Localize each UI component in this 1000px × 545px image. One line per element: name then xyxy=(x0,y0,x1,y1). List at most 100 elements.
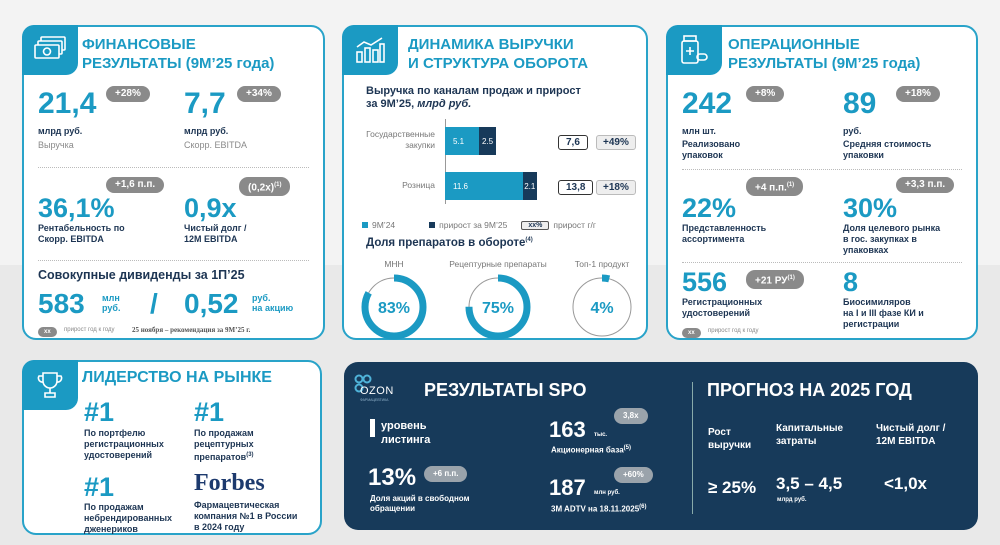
metric-label: Регистрационных xyxy=(682,297,763,307)
metric-label: Скорр. EBITDA xyxy=(38,234,104,244)
rank-label: рецептурных xyxy=(194,439,254,449)
metric-label: Рентабельность по xyxy=(38,223,125,233)
donut-chart: 75% xyxy=(465,274,531,340)
category-label: Государственные закупки xyxy=(366,129,435,150)
growth-badge: 3,8x xyxy=(614,408,648,424)
unit: млн xyxy=(102,293,120,303)
unit: руб. xyxy=(102,303,121,313)
growth-badge: +18% xyxy=(896,86,940,102)
total-badge: 7,6 xyxy=(558,135,588,150)
unit: руб. xyxy=(252,293,271,303)
metric-label: Средняя стоимость xyxy=(843,139,932,149)
registrations-value: 556 xyxy=(682,267,728,297)
rank-label: регистрационных xyxy=(84,439,164,449)
slash: / xyxy=(150,288,158,319)
metric-label: в гос. закупках в xyxy=(843,234,917,244)
metric-label: Биосимиляров xyxy=(843,297,911,307)
level-mark: I xyxy=(370,419,375,437)
metric-label: Скорр. EBITDA xyxy=(184,140,248,150)
legend-swatch-base xyxy=(362,222,368,228)
unit: руб. xyxy=(843,126,862,136)
growth-badge: +34% xyxy=(237,86,281,102)
legend-badge: xx% xyxy=(521,220,550,230)
legend-growth: прирост за 9M’25 xyxy=(439,220,508,230)
metric-label: Доля целевого рынка xyxy=(843,223,941,233)
rank: #1 xyxy=(194,397,225,427)
forbes-label: компания №1 в России xyxy=(194,511,298,521)
ozon-logo: OZON ФАРМАЦЕВТИКА xyxy=(354,374,393,402)
listing-level: листинга xyxy=(381,434,431,446)
growth-badge: +21 РУ(1) xyxy=(746,270,804,290)
card-title: ДИНАМИКА ВЫРУЧКИ xyxy=(408,36,574,53)
biosimilars-value: 8 xyxy=(843,267,859,297)
forecast-label: Капитальные xyxy=(776,423,844,434)
metric-label: ассортимента xyxy=(682,234,745,244)
metric-label: на I и III фазе КИ и xyxy=(843,308,924,318)
revenue-value: 21,4 xyxy=(38,87,97,120)
bar-chart-growth-icon xyxy=(342,25,398,75)
rank-label: небрендированных xyxy=(84,513,173,523)
forecast-value: 3,5 – 4,5 xyxy=(776,474,843,493)
donut-arc xyxy=(569,274,635,340)
dividends-title: Совокупные дивиденды за 1П’25 xyxy=(38,268,245,282)
shareholders-label: Акционерная база(5) xyxy=(551,445,631,455)
forecast-label: выручки xyxy=(708,440,752,451)
category-label: Розница xyxy=(402,180,435,190)
donut-chart: 83% xyxy=(361,274,427,340)
adtv-value: 187 xyxy=(549,475,586,500)
card-subtitle: РЕЗУЛЬТАТЫ (9M’25 года) xyxy=(82,55,275,72)
metric-label: регистрации xyxy=(843,319,900,329)
legend-badge: xx xyxy=(682,328,701,338)
growth-badge: +6 п.п. xyxy=(424,466,468,482)
divider xyxy=(692,382,693,514)
dividend-per-share: 0,52 xyxy=(184,288,239,319)
money-stack-icon xyxy=(22,25,78,75)
footnote: 25 ноября – рекомендация за 9M’25 г. xyxy=(132,326,251,334)
forbes-label: в 2024 году xyxy=(194,522,245,532)
share-title: Доля препаратов в обороте(4) xyxy=(366,237,533,249)
rank-label: По продажам xyxy=(194,428,254,438)
rank-label: По продажам xyxy=(84,502,144,512)
price-value: 89 xyxy=(843,87,877,120)
metric-label: Чистый долг / xyxy=(184,223,247,233)
margin-value: 36,1% xyxy=(38,193,115,223)
unit: млрд руб. xyxy=(184,126,229,136)
free-float-label: Доля акций в свободном xyxy=(370,494,470,503)
donut-value: 4% xyxy=(590,300,613,317)
donut-label: Топ-1 продукт xyxy=(574,259,630,269)
card-subtitle: И СТРУКТУРА ОБОРОТА xyxy=(408,55,589,72)
ebitda-value: 7,7 xyxy=(184,87,226,120)
donut-label: МНН xyxy=(384,259,404,269)
bar-segment: 2.5 xyxy=(479,127,496,155)
legend-base: 9M’24 xyxy=(372,220,396,230)
market-leadership-card: ЛИДЕРСТВО НА РЫНКЕ #1 По портфелю регистр… xyxy=(22,360,322,535)
bar-segment: 5.1 xyxy=(445,127,480,155)
trophy-icon xyxy=(22,360,78,410)
donut-value: 75% xyxy=(482,300,514,317)
card-title: ОПЕРАЦИОННЫЕ xyxy=(728,36,860,53)
rank: #1 xyxy=(84,397,115,427)
forecast-title: ПРОГНОЗ НА 2025 ГОД xyxy=(707,380,912,400)
chart-title: Выручка по каналам продаж и прирост за 9M… xyxy=(366,85,581,110)
shareholders-value: 163 xyxy=(549,417,586,442)
free-float-value: 13% xyxy=(368,464,417,491)
unit: млрд руб. xyxy=(38,126,83,136)
donut-arc xyxy=(465,274,531,340)
revenue-dynamics-card: ДИНАМИКА ВЫРУЧКИ И СТРУКТУРА ОБОРОТА Выру… xyxy=(342,25,648,340)
rank-label: удостоверений xyxy=(84,450,153,460)
unit: на акцию xyxy=(252,303,294,313)
forecast-label: 12M EBITDA xyxy=(876,436,936,447)
metric-label: 12M EBITDA xyxy=(184,234,238,244)
metric-label: Представленность xyxy=(682,223,767,233)
financial-results-card: ФИНАНСОВЫЕ РЕЗУЛЬТАТЫ (9M’25 года) 21,4 +… xyxy=(22,25,325,340)
legend-text: прирост год к году xyxy=(64,327,115,333)
rank-label: По портфелю xyxy=(84,428,146,438)
medicine-bottle-icon xyxy=(666,25,722,75)
card-title: ЛИДЕРСТВО НА РЫНКЕ xyxy=(82,369,272,386)
forbes-logo: Forbes xyxy=(194,470,265,496)
growth-badge: +8% xyxy=(746,86,785,102)
growth-badge: +1,6 п.п. xyxy=(106,177,165,193)
growth-badge: +49% xyxy=(596,135,636,150)
donut-chart: 4% xyxy=(569,274,635,340)
rank: #1 xyxy=(84,472,115,502)
